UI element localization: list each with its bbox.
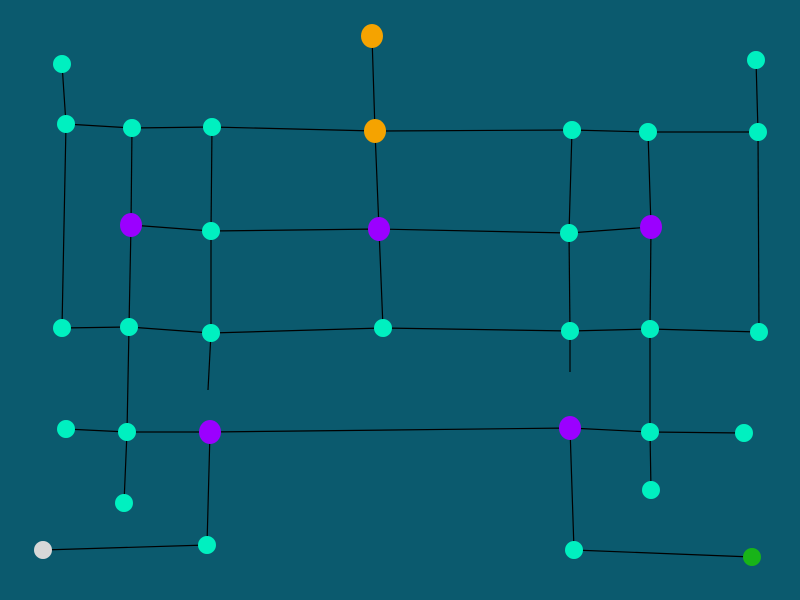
normal-node[interactable] — [565, 541, 583, 559]
normal-node[interactable] — [120, 318, 138, 336]
goal-node[interactable] — [364, 119, 386, 143]
edges-layer — [42, 35, 760, 558]
edge — [123, 431, 128, 504]
normal-node[interactable] — [749, 123, 767, 141]
normal-node[interactable] — [641, 320, 659, 338]
normal-node[interactable] — [53, 319, 71, 337]
normal-node[interactable] — [642, 481, 660, 499]
normal-node[interactable] — [374, 319, 392, 337]
normal-node[interactable] — [202, 222, 220, 240]
special-node[interactable] — [199, 420, 221, 444]
normal-node[interactable] — [560, 224, 578, 242]
edge — [206, 431, 211, 546]
normal-node[interactable] — [115, 494, 133, 512]
normal-node[interactable] — [57, 420, 75, 438]
edge — [568, 129, 573, 234]
edge — [378, 228, 384, 329]
edge — [649, 226, 652, 330]
edge-stub — [207, 332, 212, 391]
edge — [649, 328, 760, 333]
edge — [757, 131, 760, 333]
edge — [128, 224, 132, 328]
normal-node[interactable] — [198, 536, 216, 554]
edge — [573, 549, 753, 558]
edge — [210, 126, 213, 232]
goal-node[interactable] — [361, 24, 383, 48]
edge — [210, 228, 380, 232]
nodes-layer — [34, 24, 768, 566]
edge — [371, 35, 376, 132]
special-node[interactable] — [640, 215, 662, 239]
normal-node[interactable] — [118, 423, 136, 441]
edge — [130, 127, 133, 226]
edge — [65, 123, 133, 129]
edge — [61, 326, 130, 329]
normal-node[interactable] — [735, 424, 753, 442]
normal-node[interactable] — [563, 121, 581, 139]
normal-node[interactable] — [750, 323, 768, 341]
edge — [649, 431, 745, 434]
normal-node[interactable] — [639, 123, 657, 141]
normal-node[interactable] — [747, 51, 765, 69]
edge — [61, 63, 67, 125]
normal-node[interactable] — [53, 55, 71, 73]
edge — [569, 427, 651, 433]
edge — [65, 428, 128, 433]
edge — [210, 327, 384, 334]
edge — [568, 226, 652, 234]
special-node[interactable] — [120, 213, 142, 237]
edge — [131, 126, 213, 129]
edge — [211, 126, 376, 132]
edge — [209, 427, 571, 433]
edge — [382, 327, 571, 332]
edge — [42, 544, 208, 551]
edge — [569, 427, 575, 551]
special-node[interactable] — [368, 217, 390, 241]
edge — [649, 431, 652, 491]
edge — [378, 228, 570, 234]
normal-node[interactable] — [203, 118, 221, 136]
edge — [571, 129, 649, 133]
normal-node[interactable] — [57, 115, 75, 133]
edge — [569, 328, 651, 332]
start-node[interactable] — [34, 541, 52, 559]
edge — [755, 59, 759, 133]
edge — [374, 130, 380, 230]
special-node[interactable] — [559, 416, 581, 440]
edge — [126, 326, 130, 433]
normal-node[interactable] — [123, 119, 141, 137]
normal-node[interactable] — [561, 322, 579, 340]
exit-node[interactable] — [743, 548, 761, 566]
edge — [128, 326, 212, 334]
edge — [647, 131, 652, 228]
edge — [568, 232, 571, 332]
normal-node[interactable] — [641, 423, 659, 441]
edge — [61, 123, 67, 329]
edge — [374, 129, 573, 132]
normal-node[interactable] — [202, 324, 220, 342]
edge — [130, 224, 212, 232]
